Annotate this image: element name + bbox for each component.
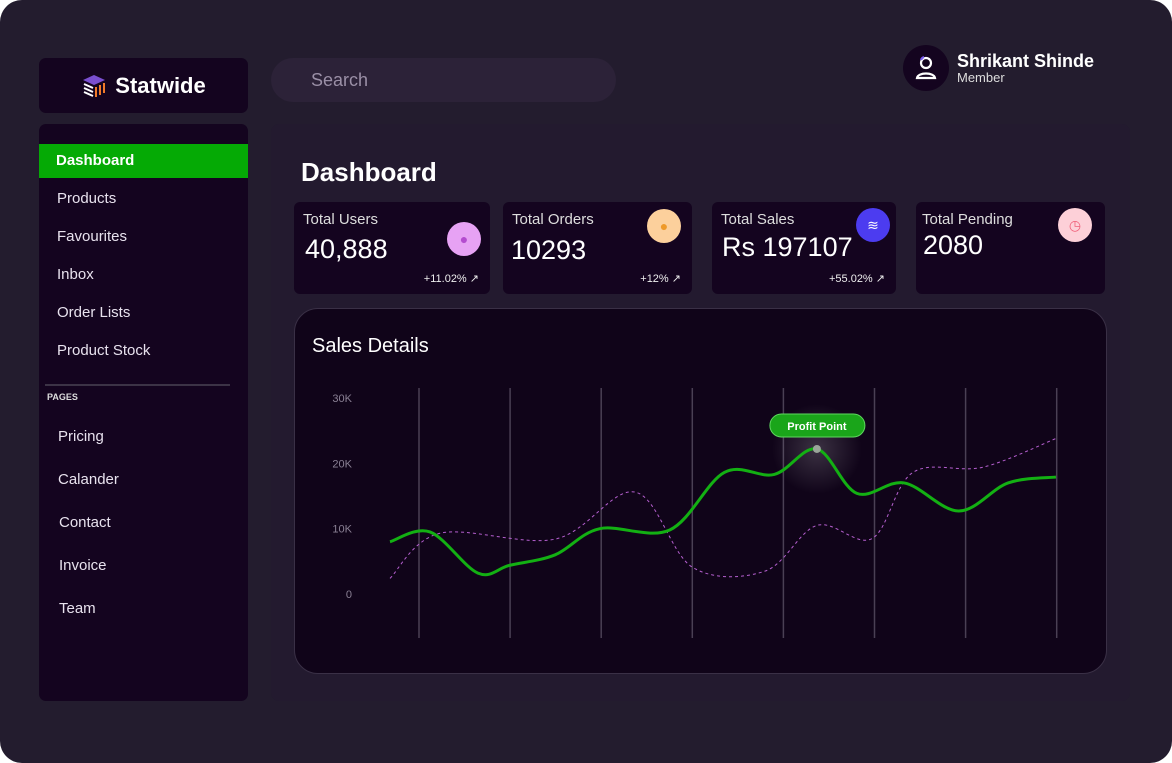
card-label: Total Orders	[512, 211, 594, 228]
card-change: +55.02% ↗	[828, 273, 885, 285]
series-line-secondary	[389, 438, 1057, 579]
stat-card-sales: Total Sales Rs 197107 ≋ +55.02% ↗	[712, 202, 896, 294]
sidebar-item-contact[interactable]: Contact	[59, 514, 111, 531]
sidebar-item-dashboard[interactable]: Dashboard	[39, 144, 248, 178]
sidebar-item-products[interactable]: Products	[57, 190, 117, 207]
profit-point-marker	[812, 444, 821, 453]
coins-icon: ≋	[856, 208, 890, 242]
y-tick-label: 0	[346, 589, 352, 601]
card-value: 10293	[511, 235, 587, 265]
sales-chart-panel	[294, 308, 1107, 674]
card-change: +12% ↗	[640, 273, 681, 285]
avatar	[903, 45, 949, 91]
card-value: 2080	[923, 230, 984, 260]
sidebar-item-team[interactable]: Team	[59, 600, 96, 617]
card-change: +11.02% ↗	[423, 273, 479, 285]
stat-card-orders: Total Orders 10293 ● +12% ↗	[503, 202, 692, 294]
series-line-sales	[389, 447, 1057, 577]
page-title: Dashboard	[301, 157, 437, 187]
profit-point-badge	[769, 413, 866, 438]
divider	[45, 384, 230, 386]
stat-card-users: Total Users 40,888 ● +11.02% ↗	[294, 202, 490, 294]
sidebar-item-order-lists[interactable]: Order Lists	[57, 304, 131, 321]
sidebar-item-calander[interactable]: Calander	[58, 471, 119, 488]
sidebar-item-pricing[interactable]: Pricing	[58, 428, 104, 445]
user-icon: ●	[447, 222, 481, 256]
user-name: Shrikant Shinde	[957, 50, 1095, 71]
card-value: Rs 197107	[722, 232, 853, 262]
clock-icon: ◷	[1058, 208, 1092, 242]
logo[interactable]: Statwide	[39, 58, 248, 113]
user-role: Member	[957, 69, 1005, 85]
sidebar-item-product-stock[interactable]: Product Stock	[57, 342, 151, 359]
sidebar-item-favourites[interactable]: Favourites	[57, 228, 128, 245]
user-profile[interactable]: Shrikant Shinde Member	[903, 45, 1094, 91]
user-icon	[915, 56, 937, 80]
chart-title: Sales Details	[312, 335, 429, 357]
card-label: Total Users	[303, 211, 379, 228]
logo-icon	[83, 74, 106, 97]
box-icon: ●	[647, 209, 681, 243]
sidebar-item-inbox[interactable]: Inbox	[57, 266, 94, 283]
sidebar-item-invoice[interactable]: Invoice	[59, 557, 107, 574]
profit-point-label: Profit Point	[787, 421, 847, 433]
y-tick-label: 20K	[332, 458, 352, 470]
trend-up-icon: ↗	[875, 273, 885, 285]
pages-heading: PAGES	[47, 392, 78, 402]
y-tick-label: 30K	[332, 393, 352, 405]
sidebar: Dashboard Products Favourites Inbox Orde…	[39, 124, 248, 701]
search-input[interactable]: Search	[271, 58, 616, 102]
trend-up-icon: ↗	[671, 273, 681, 285]
card-value: 40,888	[305, 234, 388, 264]
stat-card-pending: Total Pending 2080 ◷	[916, 202, 1105, 294]
app-name: Statwide	[115, 72, 206, 98]
card-label: Total Sales	[721, 211, 795, 228]
card-label: Total Pending	[922, 211, 1013, 228]
trend-up-icon: ↗	[469, 273, 479, 285]
y-tick-label: 10K	[332, 524, 352, 536]
